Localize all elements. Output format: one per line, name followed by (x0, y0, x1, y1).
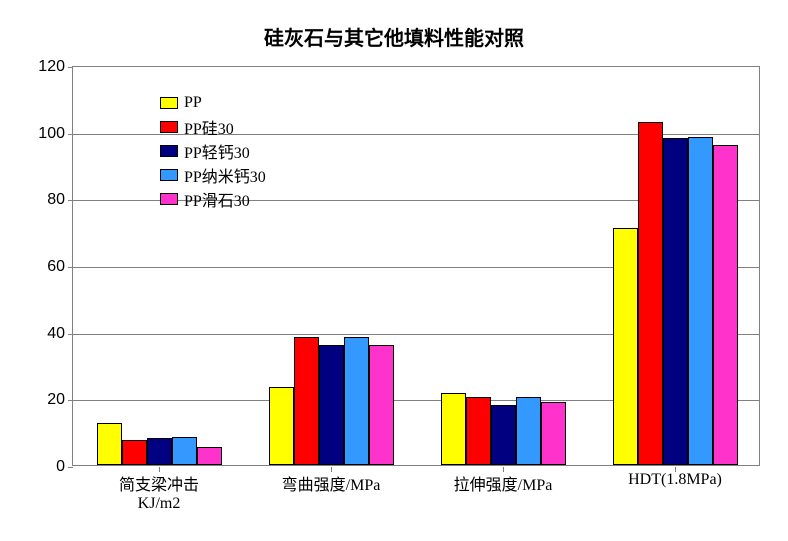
ytick-label: 40 (47, 325, 65, 343)
legend-label: PP滑石30 (184, 187, 250, 211)
ytick-mark (68, 400, 73, 401)
legend-swatch (160, 121, 178, 133)
ytick-label: 60 (47, 258, 65, 276)
bar (713, 145, 738, 465)
bar (541, 402, 566, 465)
xtick-label: HDT(1.8MPa) (628, 471, 722, 489)
bar (613, 228, 638, 465)
ytick-label: 0 (56, 458, 65, 476)
bar (638, 122, 663, 465)
bar (122, 440, 147, 465)
legend-swatch (160, 145, 178, 157)
bar (663, 138, 688, 465)
ytick-label: 120 (38, 58, 65, 76)
bar (344, 337, 369, 465)
xtick-label: 拉伸强度/MPa (454, 471, 553, 495)
bar (269, 387, 294, 465)
legend-label: PP纳米钙30 (184, 163, 266, 187)
legend-item: PP (160, 92, 266, 114)
bar (147, 438, 172, 465)
bar (688, 137, 713, 465)
ytick-mark (68, 334, 73, 335)
legend-label: PP (184, 94, 202, 112)
xtick-label: 简支梁冲击KJ/m2 (119, 471, 199, 513)
legend-swatch (160, 193, 178, 205)
bar (516, 397, 541, 465)
bar (97, 423, 122, 465)
legend-label: PP硅30 (184, 115, 234, 139)
ytick-label: 100 (38, 125, 65, 143)
ytick-mark (68, 267, 73, 268)
bar (294, 337, 319, 465)
xtick-label: 弯曲强度/MPa (282, 471, 381, 495)
legend-item: PP纳米钙30 (160, 164, 266, 186)
bar (491, 405, 516, 465)
chart-title: 硅灰石与其它他填料性能对照 (0, 22, 788, 51)
ytick-label: 20 (47, 391, 65, 409)
legend-swatch (160, 169, 178, 181)
ytick-mark (68, 134, 73, 135)
legend-item: PP滑石30 (160, 188, 266, 210)
legend-label: PP轻钙30 (184, 139, 250, 163)
ytick-mark (68, 67, 73, 68)
bar (319, 345, 344, 465)
legend-swatch (160, 97, 178, 109)
legend-item: PP轻钙30 (160, 140, 266, 162)
ytick-mark (68, 200, 73, 201)
legend-item: PP硅30 (160, 116, 266, 138)
bar (197, 447, 222, 465)
ytick-mark (68, 467, 73, 468)
bar (369, 345, 394, 465)
bar (172, 437, 197, 465)
bar (466, 397, 491, 465)
bar (441, 393, 466, 465)
legend: PP PP硅30PP轻钙30PP纳米钙30PP滑石30 (160, 92, 266, 212)
ytick-label: 80 (47, 191, 65, 209)
